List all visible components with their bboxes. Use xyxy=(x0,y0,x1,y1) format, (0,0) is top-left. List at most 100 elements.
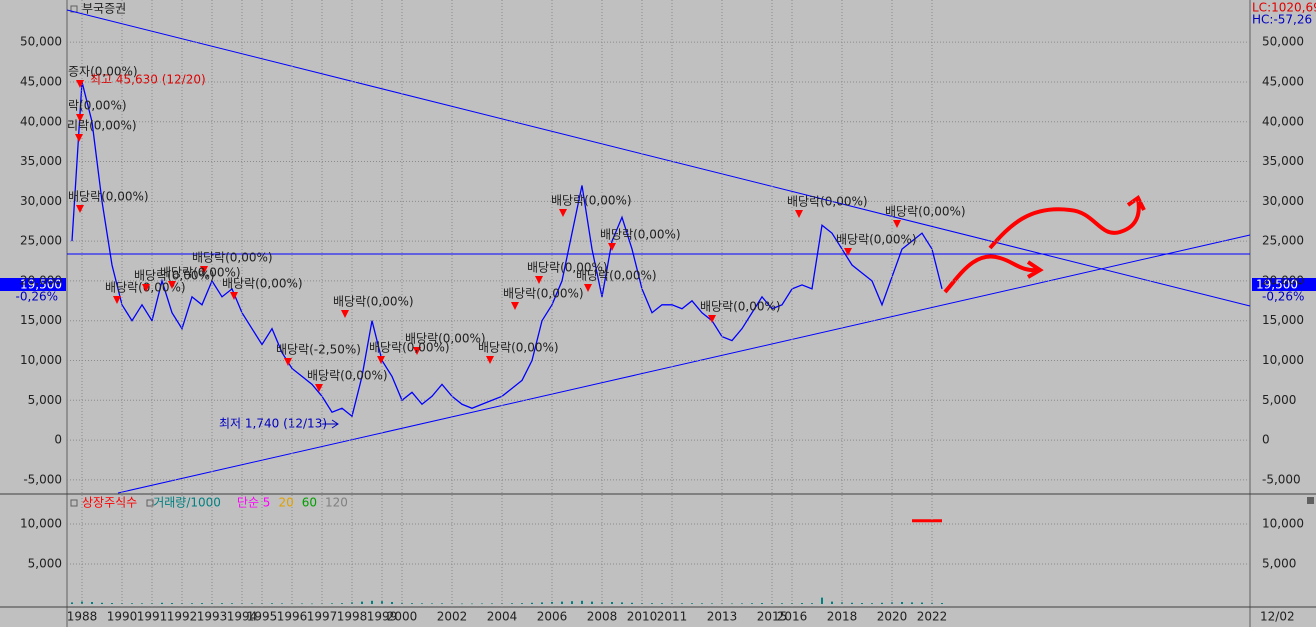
volume-bar xyxy=(201,603,203,604)
annotation-marker xyxy=(341,310,349,318)
y-tick-label: 25,000 xyxy=(20,234,62,248)
annotation: 배당락(0,00%) xyxy=(222,277,303,291)
y-tick-label: 40,000 xyxy=(1262,114,1304,128)
annotation: 배당락(0,00%) xyxy=(307,369,388,383)
volume-bar xyxy=(411,603,413,604)
x-tick-label: 2015 xyxy=(757,610,788,624)
y-tick-label: 50,000 xyxy=(1262,35,1304,49)
volume-bar xyxy=(681,603,683,604)
annotation-marker xyxy=(142,284,150,292)
trendline xyxy=(66,9,1251,307)
volume-bar xyxy=(471,603,473,605)
y-tick-label: 50,000 xyxy=(20,35,62,49)
volume-bar xyxy=(811,603,813,604)
volume-bar xyxy=(231,603,233,604)
annotation-marker xyxy=(708,315,716,323)
annotation-marker xyxy=(284,358,292,366)
annotation: 배당락(0,00%) xyxy=(192,251,273,265)
volume-bar xyxy=(901,602,903,604)
volume-bar xyxy=(761,603,763,604)
volume-bar xyxy=(831,601,833,604)
volume-bar xyxy=(921,602,923,604)
volume-bar xyxy=(421,603,423,604)
y-tick-label: 0 xyxy=(1262,433,1270,447)
x-tick-label: 1992 xyxy=(167,610,198,624)
annotation-marker xyxy=(76,205,84,213)
volume-bar xyxy=(141,603,143,604)
annotation: 배당락(0,00%) xyxy=(405,332,486,346)
trendline xyxy=(117,234,1251,494)
volume-bar xyxy=(341,603,343,604)
volume-bar xyxy=(71,602,73,604)
y-tick-label: 30,000 xyxy=(1262,194,1304,208)
volume-bar xyxy=(91,602,93,604)
annotation: 배당락(0,00%) xyxy=(600,228,681,242)
chart-title: 부국증권 xyxy=(82,2,126,16)
x-tick-label: 1991 xyxy=(137,610,168,624)
volume-bar xyxy=(531,602,533,604)
y-tick-label: 35,000 xyxy=(20,154,62,168)
x-tick-label: 2006 xyxy=(537,610,568,624)
volume-bar xyxy=(651,603,653,604)
annotation-marker xyxy=(75,134,83,142)
volume-bar xyxy=(821,597,823,604)
volume-bar xyxy=(431,603,433,604)
volume-bar xyxy=(281,603,283,604)
volume-bar xyxy=(111,603,113,604)
volume-bar xyxy=(381,601,383,604)
volume-bar xyxy=(541,602,543,604)
volume-bar xyxy=(801,603,803,604)
volume-bar xyxy=(441,603,443,604)
y-tick-label: -5,000 xyxy=(23,472,62,486)
icon xyxy=(146,499,154,507)
legend-label: 거래량/1000 xyxy=(153,496,221,510)
volume-bar xyxy=(691,603,693,604)
x-tick-label: 1995 xyxy=(247,610,278,624)
x-tick-label: 1994 xyxy=(227,610,258,624)
annotation-marker xyxy=(535,276,543,284)
x-tick-label: 1988 xyxy=(67,610,98,624)
volume-bar xyxy=(171,603,173,604)
annotation: 증자(0,00%) xyxy=(68,65,138,79)
volume-bar xyxy=(591,601,593,604)
x-tick-label: 1999 xyxy=(367,610,398,624)
x-end-label: 12/02 xyxy=(1260,610,1295,624)
volume-bar xyxy=(731,603,733,605)
x-tick-label: 1997 xyxy=(307,610,338,624)
volume-bar xyxy=(861,603,863,604)
annotation: 배당락(-2,50%) xyxy=(276,343,361,357)
price-box xyxy=(0,278,66,291)
annotation-marker xyxy=(200,266,208,274)
volume-bar xyxy=(161,602,163,604)
volume-bar xyxy=(911,602,913,604)
annotation-marker xyxy=(315,384,323,392)
volume-bar xyxy=(751,603,753,604)
annotation: 배당락(0,00%) xyxy=(68,190,149,204)
x-tick-label: 2020 xyxy=(877,610,908,624)
y-tick-label: 5,000 xyxy=(28,393,62,407)
annotation-marker xyxy=(608,243,616,251)
annotation-marker xyxy=(230,292,238,300)
volume-bar xyxy=(581,600,583,604)
x-tick-label: 2004 xyxy=(487,610,518,624)
volume-bar xyxy=(781,603,783,604)
y-tick-label: 10,000 xyxy=(20,353,62,367)
x-tick-label: 1996 xyxy=(277,610,308,624)
volume-bar xyxy=(571,601,573,604)
annotation: 배당락(0,00%) xyxy=(333,295,414,309)
legend-label: 120 xyxy=(325,496,348,510)
annotation-marker xyxy=(113,296,121,304)
annotation: 배당락(0,00%) xyxy=(836,233,917,247)
annotation-marker xyxy=(559,209,567,217)
legend-label: 단순 5 xyxy=(237,496,271,510)
y-tick-label: 10,000 xyxy=(20,517,62,531)
close-icon[interactable] xyxy=(1307,497,1314,504)
annotation-marker xyxy=(893,220,901,228)
plot: 50,000 50,000 45,000 45,000 40,000 40,000 35,0… xyxy=(20,0,1304,624)
annotation-marker xyxy=(511,302,519,310)
change: -0,26% xyxy=(1262,290,1304,304)
volume-bar xyxy=(481,603,483,605)
annotation-marker xyxy=(76,80,84,88)
change: -0,26% xyxy=(16,290,58,304)
low-arrow xyxy=(322,419,339,429)
